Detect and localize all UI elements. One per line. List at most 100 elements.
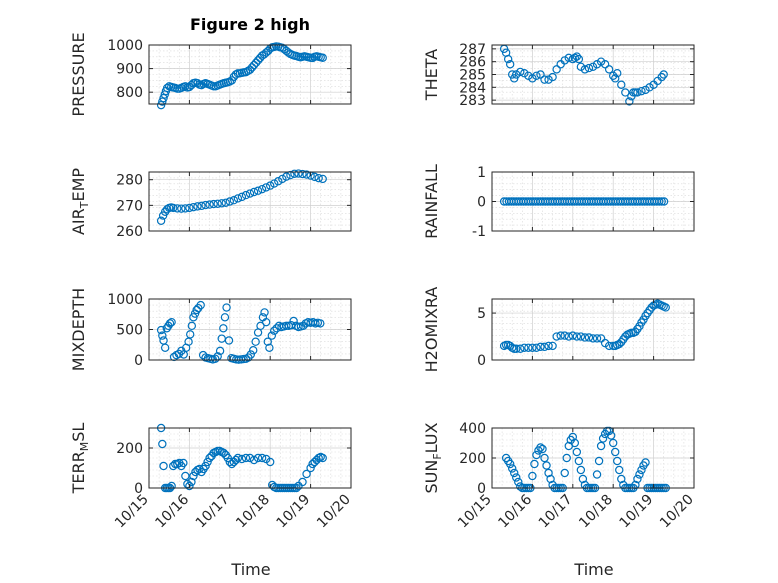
data-point xyxy=(528,343,537,352)
subplot-rainfall: -1 0 1 RAINFALL xyxy=(422,164,695,240)
data-point xyxy=(536,70,545,79)
data-point xyxy=(568,331,578,340)
data-point xyxy=(162,204,172,214)
x-tick-label: 10/20 xyxy=(314,492,354,532)
y-tick-label: 0 xyxy=(477,481,486,497)
data-point xyxy=(159,93,168,103)
data-point xyxy=(611,447,620,457)
data-point xyxy=(588,334,598,343)
data-point xyxy=(572,447,582,457)
data-point xyxy=(181,471,190,481)
data-point xyxy=(158,97,167,106)
data-point xyxy=(613,69,622,78)
data-point xyxy=(528,471,537,481)
data-point xyxy=(572,52,582,61)
data-point xyxy=(209,199,218,209)
data-point xyxy=(556,331,565,340)
data-point xyxy=(505,459,515,469)
data-point xyxy=(530,459,539,469)
data-point xyxy=(314,173,323,183)
x-tick-label: 10/19 xyxy=(617,492,657,532)
data-point xyxy=(596,441,606,451)
data-point xyxy=(657,197,666,206)
y-axis-label: RAINFALL xyxy=(422,164,441,239)
y-tick-label: 1 xyxy=(477,165,486,181)
data-point xyxy=(546,474,555,484)
data-point xyxy=(261,183,271,192)
data-point xyxy=(562,453,571,463)
data-point xyxy=(512,473,521,482)
y-tick-label: 900 xyxy=(116,62,143,78)
data-point xyxy=(185,203,194,213)
data-point xyxy=(568,432,578,442)
data-point xyxy=(187,477,196,487)
data-point xyxy=(241,190,251,200)
x-axis-label-left: Time xyxy=(230,560,270,579)
data-point xyxy=(289,316,298,326)
data-point xyxy=(661,303,670,312)
data-point xyxy=(609,438,618,448)
axes-frame xyxy=(491,298,695,361)
y-axis-label: MIXDEPTH xyxy=(69,288,88,371)
data-point xyxy=(532,71,541,80)
data-point xyxy=(290,169,299,178)
data-point xyxy=(564,332,573,341)
data-point xyxy=(187,80,196,90)
data-point xyxy=(181,204,190,213)
y-tick-label: 0 xyxy=(477,353,486,369)
data-point xyxy=(158,439,167,449)
data-point xyxy=(298,169,307,179)
data-point xyxy=(318,174,327,184)
data-point xyxy=(278,174,287,184)
data-point xyxy=(205,200,214,209)
data-point xyxy=(316,319,325,328)
data-point xyxy=(219,448,228,458)
data-point xyxy=(158,331,167,340)
data-point xyxy=(544,468,553,478)
data-point xyxy=(548,72,557,82)
y-tick-label: 260 xyxy=(116,224,143,240)
axes-frame xyxy=(148,171,352,232)
data-point xyxy=(635,470,644,479)
data-point xyxy=(512,344,521,353)
data-point xyxy=(220,313,230,322)
x-tick-label: 10/18 xyxy=(576,492,616,532)
data-point xyxy=(197,80,206,90)
y-tick-label: 500 xyxy=(116,323,143,339)
data-point xyxy=(594,456,604,466)
data-point xyxy=(532,450,541,460)
data-point xyxy=(560,468,569,478)
data-point xyxy=(241,67,251,77)
data-point xyxy=(570,53,580,63)
data-point xyxy=(617,80,626,89)
data-point xyxy=(302,469,311,479)
data-point xyxy=(253,186,263,195)
data-point xyxy=(177,204,186,213)
data-point xyxy=(540,453,549,463)
data-point xyxy=(298,477,307,487)
data-point xyxy=(286,170,295,180)
data-point xyxy=(160,343,170,352)
data-point xyxy=(572,332,582,341)
data-point xyxy=(181,82,190,91)
data-point xyxy=(538,444,547,454)
data-point xyxy=(637,86,646,96)
data-point xyxy=(205,453,214,463)
data-point xyxy=(552,65,561,74)
data-point xyxy=(245,453,255,463)
data-point xyxy=(544,341,553,351)
data-point xyxy=(246,350,256,359)
data-point xyxy=(156,216,166,225)
x-tick-label: 10/15 xyxy=(112,492,152,532)
y-tick-label: 1000 xyxy=(107,38,143,54)
data-point xyxy=(570,438,580,448)
y-tick-label: 286 xyxy=(459,55,486,71)
data-point xyxy=(282,321,291,331)
data-point xyxy=(159,461,168,471)
data-point xyxy=(266,457,275,467)
data-point xyxy=(536,342,545,352)
data-point xyxy=(574,54,584,64)
data-point xyxy=(249,187,259,197)
subplot-sun-flux: 0 200 400 SUNFLUX 10/15 10/16 10/17 10/18 10/19 1… xyxy=(422,421,697,531)
data-point xyxy=(505,60,515,69)
